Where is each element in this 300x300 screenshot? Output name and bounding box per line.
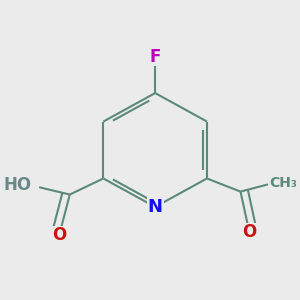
Text: N: N [148, 198, 163, 216]
Text: CH₃: CH₃ [269, 176, 297, 190]
Text: O: O [52, 226, 67, 244]
Text: F: F [149, 48, 161, 66]
Text: O: O [242, 224, 256, 242]
Text: HO: HO [4, 176, 32, 194]
